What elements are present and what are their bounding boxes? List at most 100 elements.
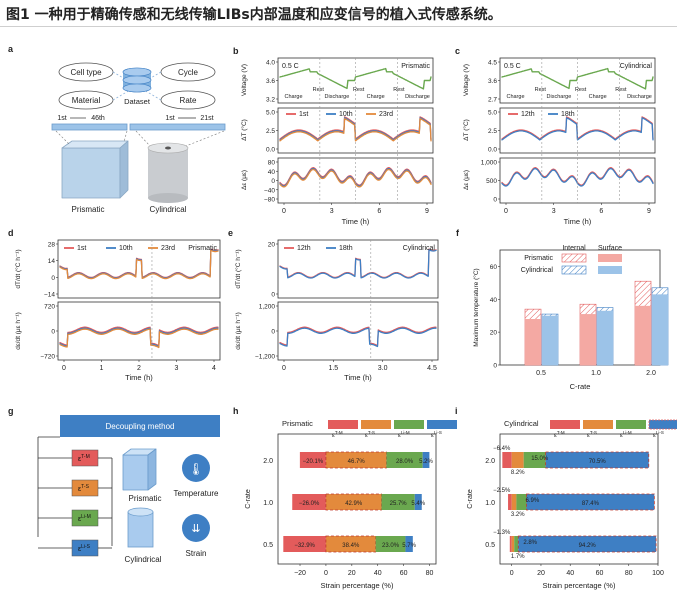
- y-tick-label: 0: [51, 275, 55, 282]
- stacked-bar-segment: [325, 451, 387, 469]
- strain-curve: [279, 168, 432, 188]
- dTdt-curve: [279, 248, 437, 279]
- y-tick-label: −720: [40, 354, 55, 361]
- y-tick-label: 0.0: [266, 147, 275, 154]
- epsilon-symbol: ε: [78, 486, 81, 493]
- strain-plot: [277, 157, 434, 204]
- cycle-start-cylindrical: 1st: [165, 115, 174, 122]
- stage-label: Discharge: [627, 94, 652, 100]
- value-label: 5.4%: [411, 501, 425, 507]
- x-tick-label: 6: [599, 208, 603, 215]
- stacked-bar-segment: [299, 452, 326, 468]
- stacked-bar-segment: [511, 494, 517, 510]
- thermometer-glyph: 🌡: [188, 462, 203, 476]
- x-tick-label: 1.5: [328, 365, 338, 372]
- legend-swatch: [550, 420, 580, 429]
- dT-curve: [279, 118, 432, 142]
- legend-label: εLi-S: [431, 430, 442, 439]
- dedt-ylabel: dε/dt (με h⁻¹): [15, 312, 22, 350]
- bubble-connector: [136, 85, 162, 101]
- x-axis-label: Strain percentage (%): [543, 581, 616, 590]
- value-label: 23.0%: [382, 543, 400, 549]
- x-tick-label: 0: [324, 570, 328, 577]
- epsilon-symbol: ε: [398, 432, 401, 439]
- stacked-bar-segment: [517, 535, 657, 553]
- panel-letter-h: h: [233, 406, 239, 416]
- legend-label: 1st: [77, 245, 86, 252]
- bubble-connector: [112, 85, 138, 101]
- y-axis-label: C-rate: [467, 489, 474, 509]
- bar-surface: [635, 305, 651, 365]
- stage-label: Charge: [589, 94, 607, 100]
- strain-plot: [499, 157, 656, 204]
- legend-swatch: [561, 253, 587, 263]
- legend-swatch: [616, 420, 646, 429]
- y-tick-label: −40: [264, 187, 275, 194]
- value-label: 87.4%: [582, 501, 600, 507]
- dTdt-curve: [279, 249, 437, 279]
- panel-letter-f: f: [456, 228, 460, 238]
- prismatic-label: Prismatic: [129, 494, 162, 503]
- cell-type-tag: Prismatic: [401, 63, 430, 70]
- x-tick-label: 80: [625, 570, 633, 577]
- legend-swatch: [427, 420, 457, 429]
- cell-type-tag: Prismatic: [188, 245, 217, 252]
- voltage-ylabel: Voltage (V): [241, 64, 248, 96]
- database-disk-icon: [122, 75, 152, 85]
- x-axis-label: Time (h): [342, 217, 370, 226]
- dTdt-ylabel: dT/dt (°C h⁻¹): [14, 249, 22, 288]
- legend-swatch: [394, 420, 424, 429]
- legend-swatch: [648, 419, 677, 430]
- bar-surface: [542, 315, 558, 365]
- legend-swatch: [328, 420, 358, 429]
- value-label: 1.7%: [511, 554, 525, 560]
- x-tick-label: 3: [175, 365, 179, 372]
- epsilon-symbol: ε: [365, 432, 368, 439]
- stacked-bar-segment: [422, 452, 430, 468]
- x-tick-label: 60: [596, 570, 604, 577]
- category-label: 1.0: [263, 500, 273, 507]
- legend-label: 1st: [299, 111, 308, 118]
- cylinder-top: [127, 507, 154, 517]
- prismatic-cell-icon: [122, 454, 149, 491]
- category-label: 2.0: [263, 458, 273, 465]
- value-label: 6.9%: [526, 498, 540, 504]
- bar-surface: [597, 310, 613, 365]
- x-tick-label: 60: [400, 570, 408, 577]
- voltage-curve: [279, 67, 432, 90]
- stacked-bar-segment: [381, 494, 415, 510]
- strain-glyph: ⇊: [191, 523, 200, 535]
- stacked-bar-segment: [325, 493, 382, 511]
- epsilon-superscript: T-M: [81, 454, 90, 460]
- y-tick-label: 3.2: [266, 97, 275, 104]
- category-label: 2.0: [485, 458, 495, 465]
- bubble-label: Material: [72, 96, 101, 105]
- y-tick-label: 5.0: [488, 110, 497, 117]
- legend-swatch: [361, 420, 391, 429]
- rate-tag: 0.5 C: [282, 63, 299, 70]
- dedt-curve: [59, 328, 219, 349]
- epsilon-symbol: ε: [653, 432, 656, 439]
- x-tick-label: 100: [652, 570, 664, 577]
- y-tick-label: −14: [44, 292, 55, 299]
- x-tick-label: 9: [647, 208, 651, 215]
- stacked-bar-segment: [511, 452, 524, 468]
- cylindrical-label: Cylindrical: [125, 555, 162, 564]
- value-label: 38.4%: [342, 543, 360, 549]
- epsilon-symbol: ε: [78, 456, 81, 463]
- zoom-line: [135, 130, 151, 147]
- value-label: 2.8%: [523, 540, 537, 546]
- x-tick-label: 9: [425, 208, 429, 215]
- x-axis-label: Time (h): [344, 373, 372, 382]
- x-tick-label: 4: [212, 365, 216, 372]
- category-label: 1.0: [591, 370, 601, 377]
- legend-swatch: [598, 254, 622, 262]
- y-tick-label: 2.5: [488, 128, 497, 135]
- stage-label: Rest: [535, 87, 547, 93]
- legend-label: 18th: [339, 245, 353, 252]
- dTdt-curve: [59, 249, 219, 280]
- x-tick-label: 2: [137, 365, 141, 372]
- stacked-bar-segment: [283, 536, 326, 552]
- y-tick-label: 0: [271, 178, 275, 185]
